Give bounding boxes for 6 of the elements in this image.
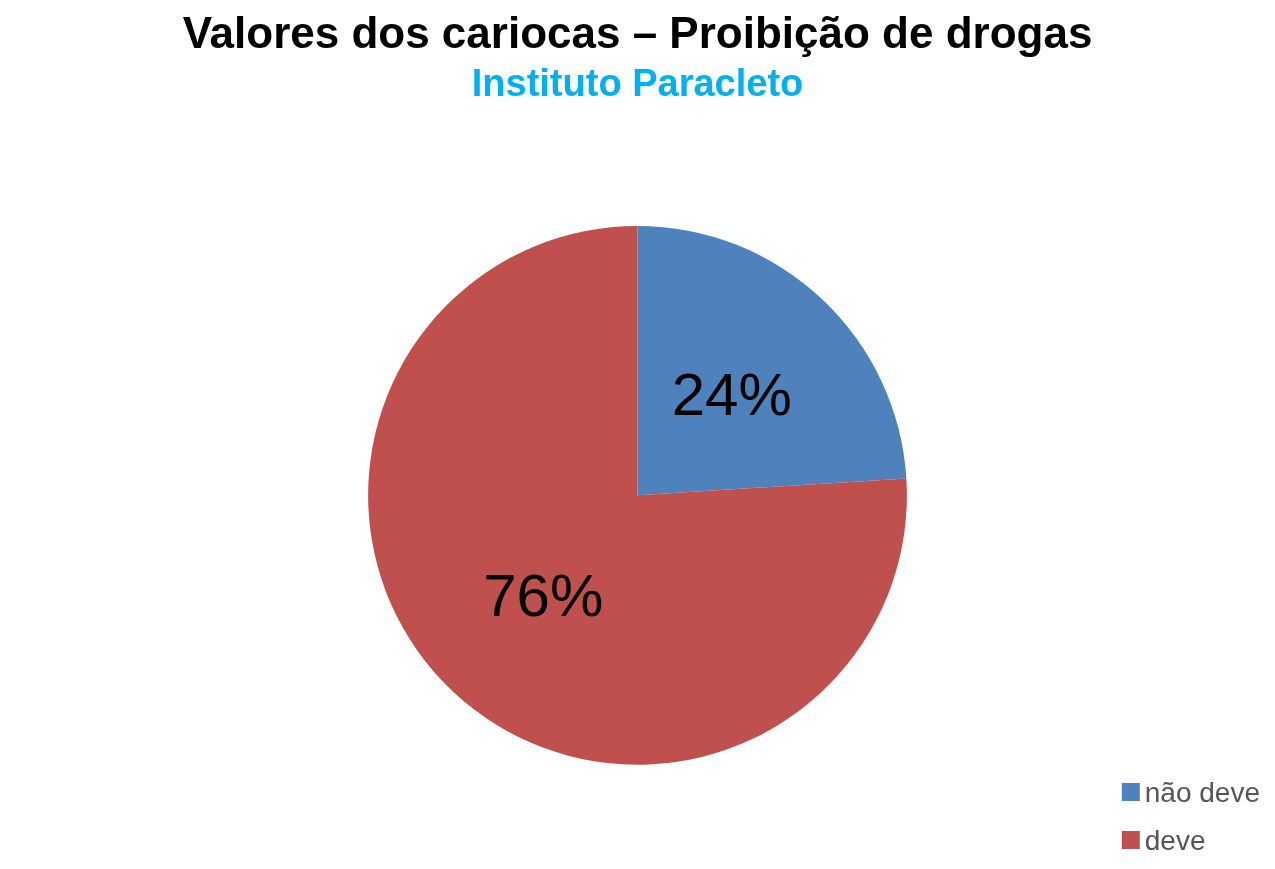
legend-label: não deve <box>1144 776 1261 808</box>
data-label: 24% <box>671 361 792 429</box>
chart-subtitle: Instituto Paracleto <box>471 62 804 104</box>
legend-label: deve <box>1144 824 1206 856</box>
data-label: 76% <box>483 562 604 630</box>
chart-title: Valores dos cariocas – Proibição de drogas <box>182 7 1093 57</box>
